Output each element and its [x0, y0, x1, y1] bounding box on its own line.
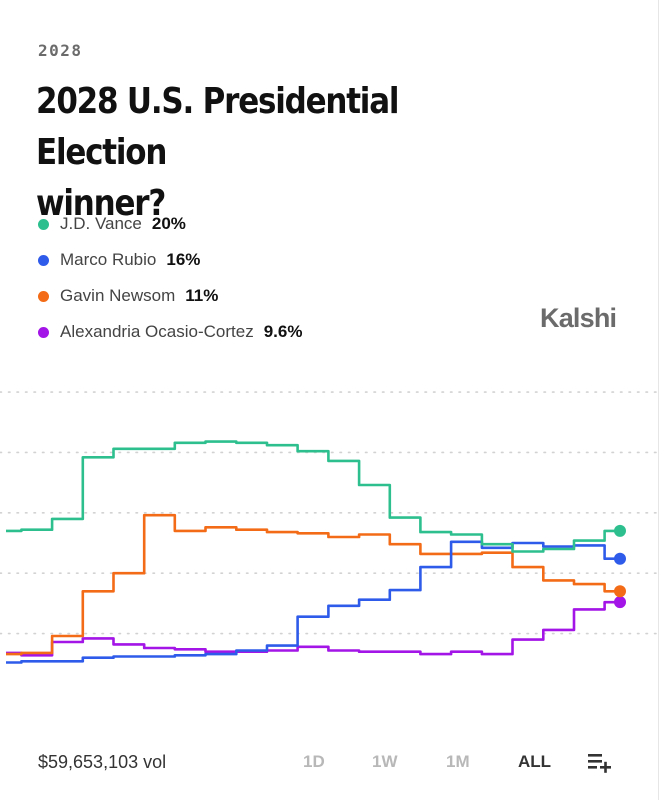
legend-item-vance[interactable]: J.D. Vance 20%: [38, 206, 302, 242]
series-end-point-alexandria-ocasio-cortez: [614, 596, 626, 609]
range-all-button[interactable]: ALL: [518, 752, 552, 771]
price-chart[interactable]: [0, 370, 659, 725]
series-end-point-marco-rubio: [614, 552, 626, 565]
range-1d-button[interactable]: 1D: [303, 752, 325, 771]
legend-percent: 11%: [185, 286, 219, 305]
playlist-add-icon[interactable]: [587, 750, 613, 774]
market-title-line-2: winner?: [36, 183, 166, 224]
legend-dot-ocasio-cortez: [38, 326, 49, 338]
legend-label: Gavin Newsom: [60, 286, 176, 305]
legend-item-ocasio-cortez[interactable]: Alexandria Ocasio-Cortez 9.6%: [38, 314, 302, 350]
legend-item-rubio[interactable]: Marco Rubio 16%: [38, 242, 302, 278]
legend-label: Alexandria Ocasio-Cortez: [60, 322, 254, 341]
market-title-line-1: 2028 U.S. Presidential Election: [36, 81, 400, 173]
legend-dot-rubio: [38, 254, 49, 266]
market-title: 2028 U.S. Presidential Election winner?: [36, 76, 518, 229]
series-end-point-gavin-newsom: [614, 585, 626, 598]
category-label: 2028: [38, 41, 83, 60]
legend-item-newsom[interactable]: Gavin Newsom 11%: [38, 278, 302, 314]
chart-lines: [6, 440, 620, 664]
kalshi-logo: Kalshi: [540, 303, 617, 333]
legend-dot-vance: [38, 218, 49, 230]
chart-end-dots: [614, 524, 626, 609]
legend-dot-newsom: [38, 290, 49, 302]
legend-percent: 16%: [166, 250, 201, 269]
legend-label: Marco Rubio: [60, 250, 157, 269]
series-end-point-j-d-vance: [614, 524, 626, 537]
series-line-gavin-newsom: [6, 513, 620, 656]
series-line-alexandria-ocasio-cortez: [6, 600, 620, 657]
range-1w-button[interactable]: 1W: [372, 752, 398, 771]
series-line-marco-rubio: [6, 540, 620, 664]
legend-percent: 20%: [151, 214, 186, 233]
legend-percent: 9.6%: [263, 322, 303, 341]
volume-label: $59,653,103 vol: [38, 752, 167, 772]
chart-grid: [0, 391, 659, 635]
legend: J.D. Vance 20% Marco Rubio 16% Gavin New…: [38, 206, 302, 350]
range-1m-button[interactable]: 1M: [446, 752, 470, 771]
series-line-j-d-vance: [6, 440, 620, 553]
chart-footer: $59,653,103 vol 1D 1W 1M ALL: [0, 740, 659, 784]
legend-label: J.D. Vance: [60, 214, 142, 233]
